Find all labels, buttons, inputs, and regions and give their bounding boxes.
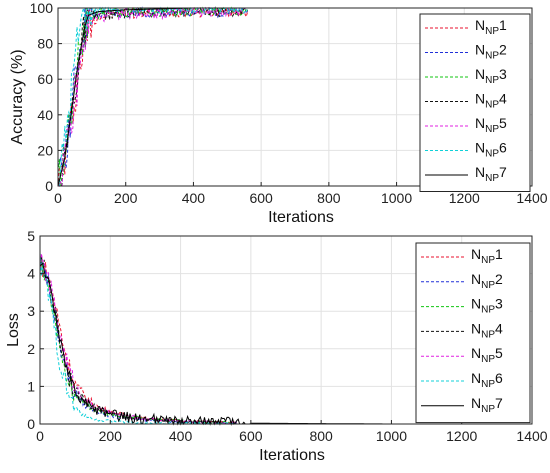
y-tick-label: 4 bbox=[27, 266, 35, 282]
series-line-np5 bbox=[39, 253, 237, 425]
legend-box bbox=[419, 13, 531, 192]
y-tick-label: 20 bbox=[37, 142, 53, 158]
legend: NNP1 NNP2 NNP3 NNP4 NNP5 NNP6 NNP7 bbox=[419, 13, 531, 192]
legend-label-np3: NNP3 bbox=[475, 66, 507, 86]
x-tick-label: 1400 bbox=[516, 428, 547, 444]
y-tick-label: 0 bbox=[45, 178, 53, 194]
y-tick-label: 2 bbox=[27, 341, 35, 357]
x-tick-label: 800 bbox=[309, 428, 333, 444]
x-tick-label: 1400 bbox=[516, 190, 547, 206]
y-tick-label: 40 bbox=[37, 107, 53, 123]
legend-label-np4: NNP4 bbox=[471, 320, 503, 340]
y-tick-label: 100 bbox=[30, 0, 54, 16]
axes-box bbox=[39, 235, 533, 425]
legend-label-np5: NNP5 bbox=[475, 115, 507, 135]
x-tick-label: 600 bbox=[239, 428, 263, 444]
y-tick-label: 0 bbox=[27, 416, 35, 432]
y-tick-label: 60 bbox=[37, 71, 53, 87]
y-axis-label: Accuracy (%) bbox=[9, 49, 26, 144]
legend-label-np6: NNP6 bbox=[475, 140, 507, 160]
legend-box bbox=[415, 242, 531, 424]
y-tick-label: 80 bbox=[37, 36, 53, 52]
x-tick-label: 800 bbox=[317, 190, 341, 206]
y-tick-label: 3 bbox=[27, 303, 35, 319]
accuracy-chart: 0 200 400 600 800 1000 1200 1400 0 20 40 60 80 100 Ite… bbox=[9, 0, 548, 226]
loss-chart: 0 200 400 600 800 1000 1200 1400 0 1 2 3 4 5 Iteration… bbox=[5, 228, 548, 464]
x-tick-label: 1000 bbox=[376, 428, 407, 444]
x-tick-label: 1200 bbox=[446, 428, 477, 444]
x-tick-label: 600 bbox=[249, 190, 273, 206]
x-axis-label: Iterations bbox=[268, 209, 334, 226]
series-line-np4 bbox=[57, 6, 249, 187]
legend-label-np2: NNP2 bbox=[471, 271, 503, 291]
series-line-np5 bbox=[57, 6, 248, 188]
x-axis-label: Iterations bbox=[259, 447, 325, 464]
series-line-np2 bbox=[57, 6, 248, 171]
y-tick-label: 5 bbox=[27, 228, 35, 244]
legend-label-np1: NNP1 bbox=[471, 246, 503, 266]
legend: NNP1 NNP2 NNP3 NNP4 NNP5 NNP6 NNP7 bbox=[415, 242, 531, 424]
x-tick-label: 400 bbox=[182, 190, 206, 206]
x-tick-label: 200 bbox=[99, 428, 123, 444]
y-tick-label: 1 bbox=[27, 378, 35, 394]
legend-label-np7: NNP7 bbox=[475, 164, 507, 184]
y-axis-label: Loss bbox=[5, 313, 22, 347]
x-tick-label: 1200 bbox=[449, 190, 480, 206]
legend-label-np5: NNP5 bbox=[471, 345, 503, 365]
x-tick-label: 400 bbox=[169, 428, 193, 444]
series-line-np6 bbox=[58, 6, 249, 187]
legend-label-np6: NNP6 bbox=[471, 370, 503, 390]
legend-label-np7: NNP7 bbox=[471, 395, 503, 415]
x-tick-label: 200 bbox=[114, 190, 138, 206]
x-tick-label: 0 bbox=[36, 428, 44, 444]
x-tick-label: 0 bbox=[54, 190, 62, 206]
series-line-np3 bbox=[57, 6, 249, 187]
legend-label-np1: NNP1 bbox=[475, 17, 507, 37]
x-tick-label: 1000 bbox=[381, 190, 412, 206]
legend-label-np3: NNP3 bbox=[471, 296, 503, 316]
legend-label-np2: NNP2 bbox=[475, 42, 507, 62]
legend-label-np4: NNP4 bbox=[475, 91, 507, 111]
axes-box bbox=[57, 7, 533, 187]
